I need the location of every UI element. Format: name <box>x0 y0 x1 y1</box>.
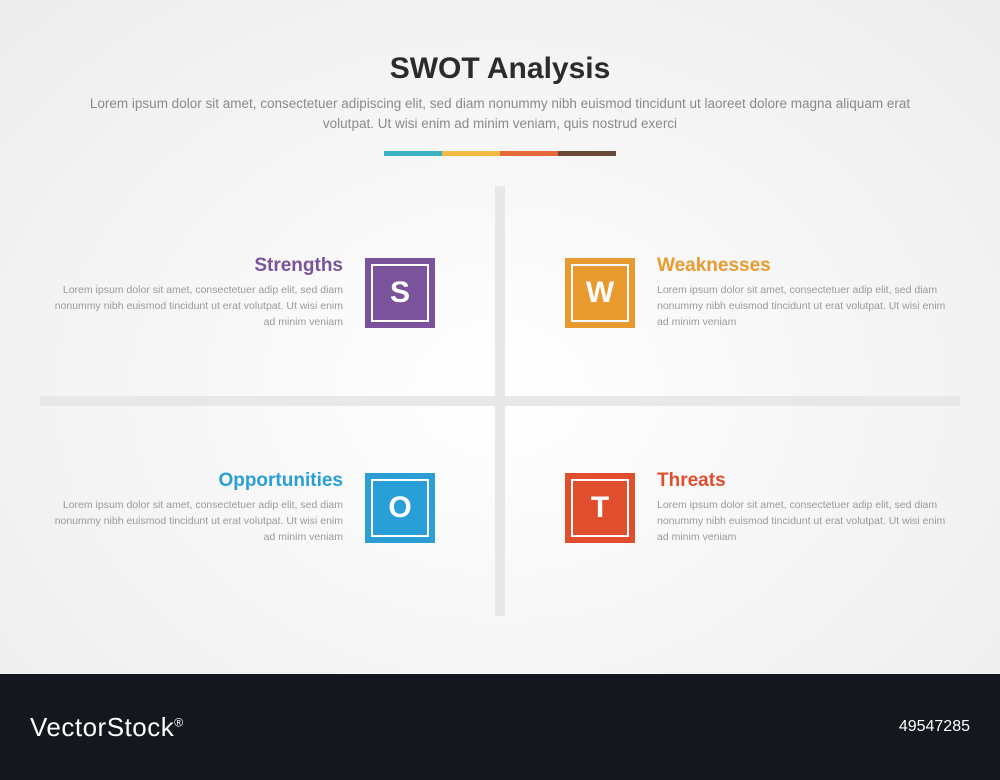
opportunities-box: O <box>365 473 435 543</box>
quadrant-threats: T Threats Lorem ipsum dolor sit amet, co… <box>530 421 960 596</box>
color-seg-4 <box>558 151 616 156</box>
opportunities-desc: Lorem ipsum dolor sit amet, consectetuer… <box>43 498 343 545</box>
strengths-box: S <box>365 258 435 328</box>
cross-vertical <box>495 186 505 616</box>
color-seg-1 <box>384 151 442 156</box>
opportunities-letter: O <box>388 491 411 525</box>
strengths-label: Strengths <box>43 255 343 277</box>
footer: VectorStock® 49547285 <box>0 674 1000 780</box>
strengths-desc: Lorem ipsum dolor sit amet, consectetuer… <box>43 283 343 330</box>
threats-label: Threats <box>657 470 957 492</box>
weaknesses-desc: Lorem ipsum dolor sit amet, consectetuer… <box>657 283 957 330</box>
brand-reg: ® <box>174 715 183 729</box>
main-title: SWOT Analysis <box>0 52 1000 86</box>
footer-brand: VectorStock® <box>30 712 184 743</box>
opportunities-text: Opportunities Lorem ipsum dolor sit amet… <box>43 470 343 545</box>
weaknesses-text: Weaknesses Lorem ipsum dolor sit amet, c… <box>657 255 957 330</box>
strengths-letter: S <box>390 276 410 310</box>
quadrant-strengths: Strengths Lorem ipsum dolor sit amet, co… <box>40 206 470 381</box>
quadrant-opportunities: Opportunities Lorem ipsum dolor sit amet… <box>40 421 470 596</box>
brand-name: VectorStock <box>30 712 174 742</box>
color-bar <box>0 151 1000 156</box>
weaknesses-letter: W <box>586 276 614 310</box>
color-seg-2 <box>442 151 500 156</box>
threats-box: T <box>565 473 635 543</box>
footer-id: 49547285 <box>899 718 970 736</box>
threats-desc: Lorem ipsum dolor sit amet, consectetuer… <box>657 498 957 545</box>
swot-grid: Strengths Lorem ipsum dolor sit amet, co… <box>40 186 960 616</box>
color-seg-3 <box>500 151 558 156</box>
opportunities-label: Opportunities <box>43 470 343 492</box>
weaknesses-label: Weaknesses <box>657 255 957 277</box>
threats-text: Threats Lorem ipsum dolor sit amet, cons… <box>657 470 957 545</box>
quadrant-weaknesses: W Weaknesses Lorem ipsum dolor sit amet,… <box>530 206 960 381</box>
strengths-text: Strengths Lorem ipsum dolor sit amet, co… <box>43 255 343 330</box>
weaknesses-box: W <box>565 258 635 328</box>
subtitle: Lorem ipsum dolor sit amet, consectetuer… <box>70 94 930 135</box>
header: SWOT Analysis Lorem ipsum dolor sit amet… <box>0 0 1000 156</box>
threats-letter: T <box>591 491 609 525</box>
